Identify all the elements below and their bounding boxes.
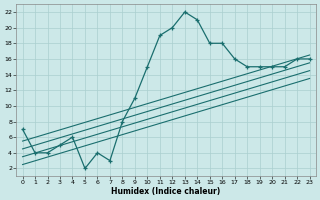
X-axis label: Humidex (Indice chaleur): Humidex (Indice chaleur) bbox=[111, 187, 221, 196]
